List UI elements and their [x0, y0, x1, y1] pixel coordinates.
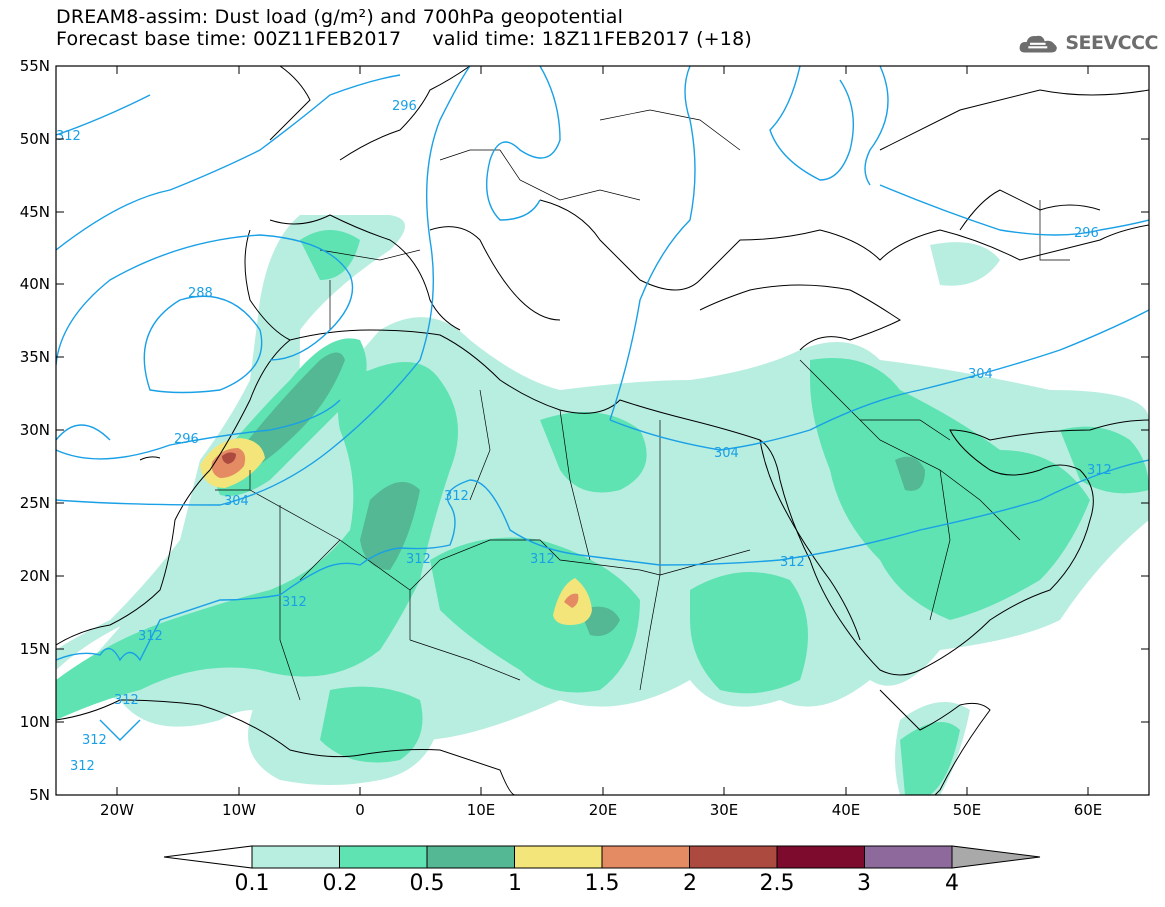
contour-label: 312 [406, 552, 431, 567]
lon-label: 20W [100, 801, 134, 819]
colorbar-segment [864, 845, 953, 869]
lat-label: 40N [20, 275, 50, 293]
chart-title: DREAM8-assim: Dust load (g/m²) and 700hP… [56, 6, 624, 28]
colorbar-label: 3 [857, 871, 871, 896]
seevccc-logo: SEEVCCC [1018, 28, 1158, 58]
lat-ticks [56, 65, 1149, 723]
geopotential-contours [56, 66, 1149, 741]
colorbar-label: 0.1 [234, 871, 270, 896]
colorbar-max-arrow [951, 845, 1041, 869]
borders [215, 109, 1070, 701]
colorbar-segment [514, 845, 603, 869]
lat-labels: 55N 50N 45N 40N 35N 30N 25N 20N 15N 10N … [20, 57, 50, 804]
lat-label: 30N [20, 421, 50, 439]
lon-label: 60E [1074, 801, 1103, 819]
dust-field-2 [222, 452, 236, 464]
lat-label: 55N [20, 57, 50, 75]
lat-label: 20N [20, 567, 50, 585]
colorbar-label: 2 [683, 871, 697, 896]
colorbar-segment [426, 845, 515, 869]
colorbar-segment [601, 845, 690, 869]
contour-label: 312 [780, 555, 805, 570]
lon-label: 20E [589, 801, 618, 819]
dust-field-0.5 [240, 352, 925, 636]
contour-label: 312 [82, 733, 107, 748]
contour-label: 288 [188, 286, 213, 301]
lon-label: 50E [953, 801, 982, 819]
colorbar [163, 845, 1041, 869]
cloud-icon [1019, 35, 1057, 53]
colorbar-label: 0.2 [322, 871, 358, 896]
contour-label: 312 [70, 759, 95, 774]
lat-label: 15N [20, 640, 50, 658]
contour-label: 304 [968, 367, 993, 382]
lon-label: 10E [467, 801, 496, 819]
contour-label: 296 [392, 99, 417, 114]
contour-labels: 312 296 288 296 304 312 312 312 312 304 … [56, 99, 1112, 774]
colorbar-segment [251, 845, 340, 869]
lat-label: 25N [20, 494, 50, 512]
lat-label: 10N [20, 713, 50, 731]
contour-label: 312 [530, 552, 555, 567]
contour-label: 304 [224, 494, 249, 509]
lon-labels: 20W 10W 0 10E 20E 30E 40E 50E 60E [100, 801, 1102, 819]
colorbar-label: 4 [945, 871, 959, 896]
lon-label: 0 [355, 801, 365, 819]
contour-label: 312 [56, 129, 81, 144]
lon-ticks [116, 66, 1089, 795]
contour-label: 296 [174, 432, 199, 447]
lat-label: 45N [20, 203, 50, 221]
lat-label: 35N [20, 348, 50, 366]
contour-label: 312 [1087, 463, 1112, 478]
lon-label: 40E [832, 801, 861, 819]
colorbar-segment [339, 845, 428, 869]
colorbar-segment [776, 845, 865, 869]
colorbar-segment [689, 845, 778, 869]
contour-label: 304 [714, 446, 739, 461]
colorbar-label: 2.5 [759, 871, 795, 896]
contour-label: 312 [444, 489, 469, 504]
colorbar-label: 0.5 [409, 871, 445, 896]
chart-subtitle: Forecast base time: 00Z11FEB2017 valid t… [56, 28, 752, 50]
contour-label: 296 [1074, 226, 1099, 241]
lon-label: 30E [710, 801, 739, 819]
colorbar-label: 1 [508, 871, 522, 896]
coastlines [56, 66, 1149, 795]
lat-label: 5N [29, 786, 50, 804]
lon-label: 10W [222, 801, 256, 819]
dust-fields [56, 215, 1149, 795]
lat-label: 50N [20, 130, 50, 148]
contour-label: 312 [114, 693, 139, 708]
contour-label: 312 [282, 595, 307, 610]
colorbar-label: 1.5 [584, 871, 620, 896]
logo-text: SEEVCCC [1065, 32, 1158, 54]
contour-label: 312 [138, 629, 163, 644]
colorbar-min-arrow [163, 845, 253, 869]
